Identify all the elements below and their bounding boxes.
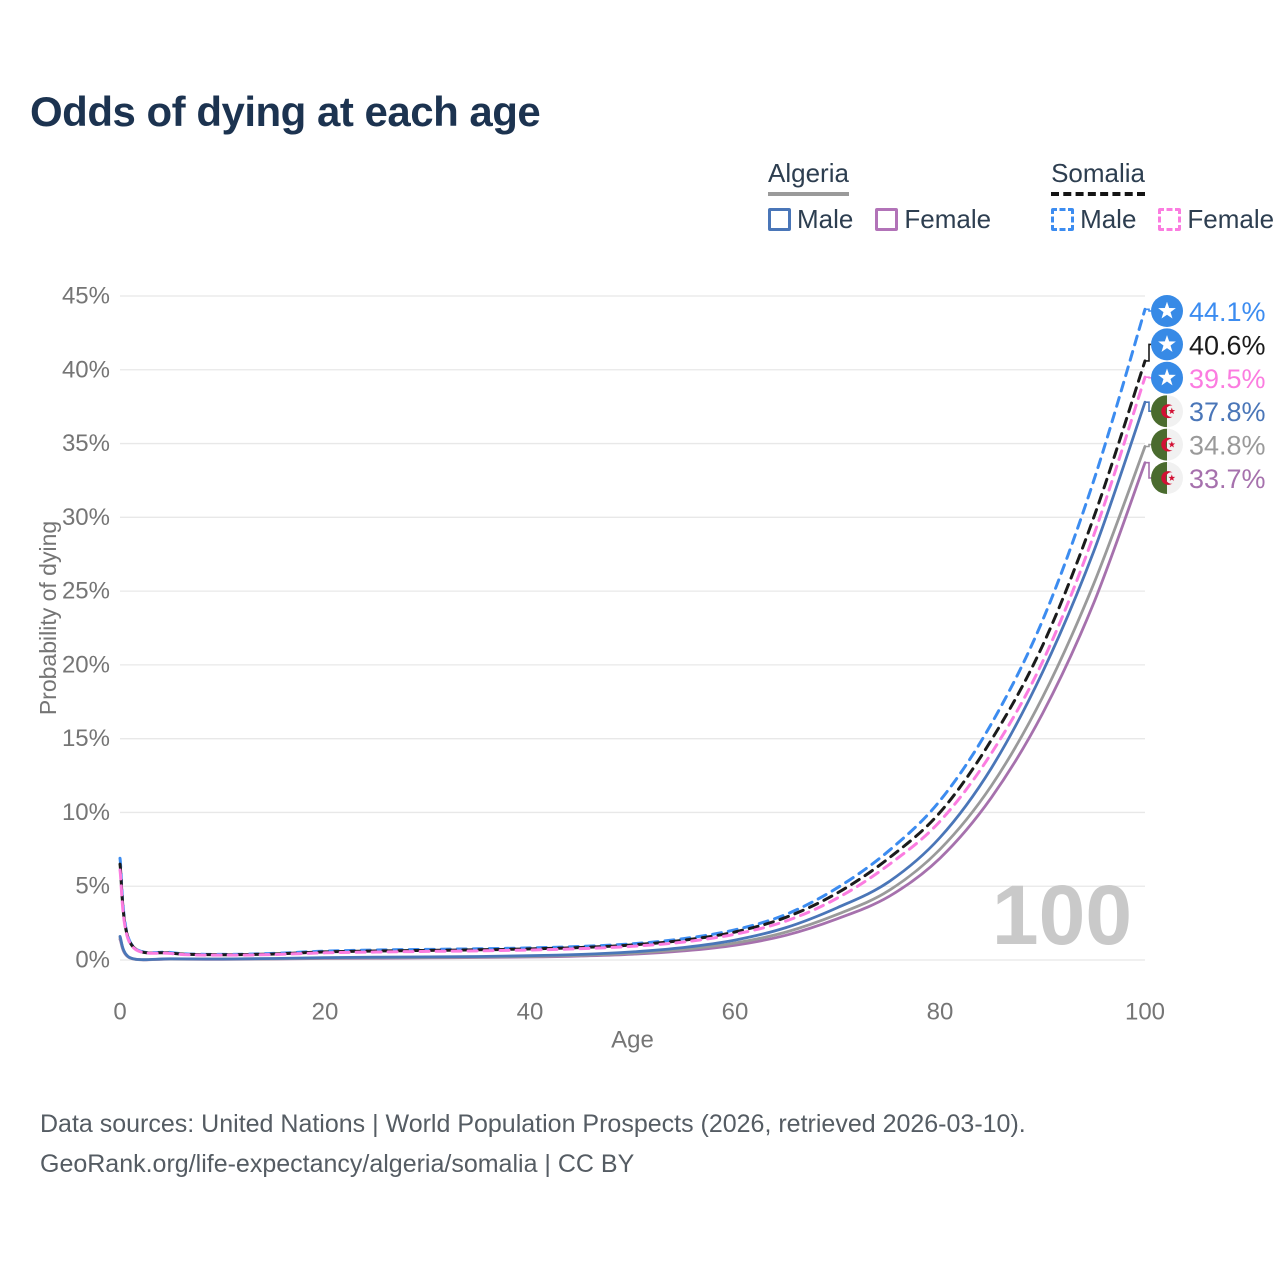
end-value-label-somalia-male: 44.1% (1189, 297, 1266, 327)
legend-group-title-algeria: Algeria (768, 158, 849, 196)
legend-item-algeria-female[interactable]: Female (875, 204, 991, 235)
end-value-label-somalia-female: 39.5% (1189, 364, 1266, 394)
footer: Data sources: United Nations | World Pop… (40, 1104, 1026, 1184)
y-tick-label-35: 35% (62, 430, 110, 457)
label-connector-somalia-male (1145, 308, 1151, 312)
algeria-flag-crescent (1161, 437, 1176, 452)
somalia-flag-star (1158, 368, 1176, 386)
y-tick-label-15: 15% (62, 725, 110, 752)
flag-icon-algeria-3 (1151, 395, 1183, 428)
legend-item-somalia-male[interactable]: Male (1051, 204, 1136, 235)
age-watermark: 100 (992, 868, 1132, 962)
legend-item-algeria-male[interactable]: Male (768, 204, 853, 235)
legend-group-algeria: Algeria Male Female (768, 158, 991, 235)
flag-icon-somalia-1 (1151, 328, 1183, 361)
algeria-flag-green-half (1151, 462, 1167, 494)
somalia-flag-star (1158, 335, 1176, 352)
y-tick-label-20: 20% (62, 651, 110, 678)
legend-label-algeria-female: Female (904, 204, 992, 234)
algeria-flag-crescent (1161, 471, 1176, 485)
legend-swatch-somalia-female (1158, 208, 1182, 231)
y-tick-label-25: 25% (62, 578, 110, 605)
algeria-flag (1151, 428, 1183, 461)
y-axis-title: Probability of dying (35, 521, 61, 715)
x-tick-label-100: 100 (1125, 999, 1165, 1026)
series-line-somalia-female[interactable] (118, 375, 1147, 957)
y-tick-label-10: 10% (62, 799, 110, 826)
y-tick-label-0: 0% (75, 947, 110, 974)
label-connector-somalia-female (1145, 376, 1151, 379)
x-tick-label-40: 40 (517, 999, 544, 1026)
algeria-flag-star (1168, 407, 1176, 415)
label-connector-algeria-average (1145, 443, 1151, 448)
label-connector-algeria-male (1145, 401, 1151, 412)
legend-group-title-somalia: Somalia (1051, 158, 1145, 196)
chart-title: Odds of dying at each age (30, 88, 541, 135)
algeria-flag-crescent (1161, 404, 1176, 419)
legend-label-somalia-female: Female (1187, 204, 1275, 234)
x-tick-label-0: 0 (113, 999, 126, 1026)
end-value-label-algeria-average: 34.8% (1189, 431, 1266, 461)
legend-item-somalia-female[interactable]: Female (1158, 204, 1274, 235)
legend-swatch-algeria-female (875, 208, 899, 231)
algeria-flag-green-half (1151, 428, 1167, 461)
x-axis-title: Age (611, 1027, 654, 1054)
algeria-flag (1151, 462, 1183, 494)
legend-items-somalia: Male Female (1051, 204, 1274, 235)
legend-label-somalia-male: Male (1080, 204, 1137, 234)
series-line-somalia-average[interactable] (118, 359, 1147, 957)
legend-items-algeria: Male Female (768, 204, 991, 235)
x-tick-label-60: 60 (722, 999, 749, 1026)
series-line-somalia-male[interactable] (118, 307, 1147, 956)
label-connector-algeria-female (1145, 461, 1151, 479)
algeria-flag-star (1168, 441, 1176, 448)
y-tick-label-5: 5% (75, 873, 110, 900)
y-tick-label-30: 30% (62, 504, 110, 531)
flag-icon-somalia-2 (1151, 361, 1183, 394)
end-value-label-algeria-female: 33.7% (1189, 464, 1266, 494)
end-value-label-somalia-average: 40.6% (1189, 330, 1266, 360)
label-connector-somalia-average (1145, 343, 1151, 362)
flag-icon-somalia-0 (1151, 295, 1183, 327)
flag-icon-algeria-5 (1151, 462, 1183, 494)
y-tick-label-45: 45% (62, 283, 110, 310)
legend-group-somalia: Somalia Male Female (1051, 158, 1274, 235)
legend-swatch-somalia-male (1051, 208, 1075, 231)
series-line-algeria-male[interactable] (118, 400, 1147, 962)
algeria-flag (1151, 395, 1183, 428)
x-tick-label-20: 20 (312, 999, 339, 1026)
x-tick-label-80: 80 (927, 999, 954, 1026)
end-value-label-algeria-male: 37.8% (1189, 397, 1266, 427)
legend-label-algeria-male: Male (797, 204, 854, 234)
legend-swatch-algeria-male (768, 208, 791, 231)
algeria-flag-star (1168, 474, 1176, 481)
somalia-flag-star (1158, 301, 1176, 319)
y-tick-label-40: 40% (62, 356, 110, 383)
flag-icon-algeria-4 (1151, 428, 1183, 461)
footer-attribution: GeoRank.org/life-expectancy/algeria/soma… (40, 1150, 635, 1178)
legend: Algeria Male Female Somalia Male (768, 158, 1274, 235)
algeria-flag-green-half (1151, 395, 1167, 428)
footer-data-sources: Data sources: United Nations | World Pop… (40, 1110, 1026, 1138)
